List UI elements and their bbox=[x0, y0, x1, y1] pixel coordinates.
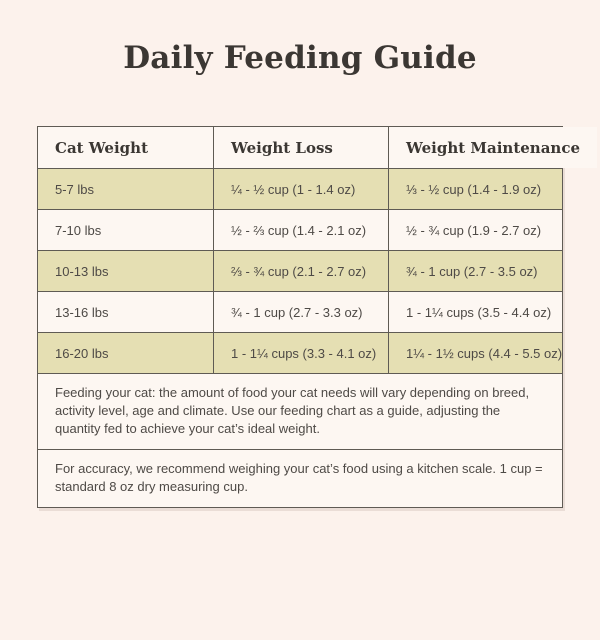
feeding-note: Feeding your cat: the amount of food you… bbox=[38, 374, 562, 450]
page-title: Daily Feeding Guide bbox=[123, 40, 477, 76]
table-row: 5-7 lbs ¼ - ½ cup (1 - 1.4 oz) ⅓ - ½ cup… bbox=[38, 169, 562, 210]
cell-cat-weight: 16-20 lbs bbox=[38, 333, 214, 373]
table-header-row: Cat Weight Weight Loss Weight Maintenanc… bbox=[38, 127, 598, 169]
cell-weight-loss: ⅔ - ¾ cup (2.1 - 2.7 oz) bbox=[214, 251, 389, 291]
cell-cat-weight: 10-13 lbs bbox=[38, 251, 214, 291]
table-row: 10-13 lbs ⅔ - ¾ cup (2.1 - 2.7 oz) ¾ - 1… bbox=[38, 251, 562, 292]
table-row: 13-16 lbs ¾ - 1 cup (2.7 - 3.3 oz) 1 - 1… bbox=[38, 292, 562, 333]
cell-cat-weight: 5-7 lbs bbox=[38, 169, 214, 209]
table-row: 7-10 lbs ½ - ⅔ cup (1.4 - 2.1 oz) ½ - ¾ … bbox=[38, 210, 562, 251]
cell-cat-weight: 13-16 lbs bbox=[38, 292, 214, 332]
cell-weight-maintenance: ½ - ¾ cup (1.9 - 2.7 oz) bbox=[406, 222, 542, 238]
accuracy-note: For accuracy, we recommend weighing your… bbox=[38, 449, 562, 507]
cell-weight-maintenance: ⅓ - ½ cup (1.4 - 1.9 oz) bbox=[406, 181, 542, 197]
cell-weight-loss: ½ - ⅔ cup (1.4 - 2.1 oz) bbox=[214, 210, 389, 250]
cell-weight-maintenance: 1¼ - 1½ cups (4.4 - 5.5 oz) bbox=[406, 345, 563, 361]
cell-cat-weight: 7-10 lbs bbox=[38, 210, 214, 250]
feeding-guide-page: Daily Feeding Guide Cat Weight Weight Lo… bbox=[0, 40, 600, 508]
cell-weight-maintenance: 1 - 1¼ cups (3.5 - 4.4 oz) bbox=[406, 304, 552, 320]
feeding-table: Cat Weight Weight Loss Weight Maintenanc… bbox=[37, 126, 598, 508]
cell-weight-loss: ¾ - 1 cup (2.7 - 3.3 oz) bbox=[214, 292, 389, 332]
cell-weight-loss: ¼ - ½ cup (1 - 1.4 oz) bbox=[214, 169, 389, 209]
column-header-weight-maintenance: Weight Maintenance bbox=[389, 127, 598, 168]
cell-weight-loss: 1 - 1¼ cups (3.3 - 4.1 oz) bbox=[214, 333, 389, 373]
column-header-cat-weight: Cat Weight bbox=[38, 127, 214, 168]
column-header-weight-loss: Weight Loss bbox=[214, 127, 389, 168]
table-row: 16-20 lbs 1 - 1¼ cups (3.3 - 4.1 oz) 1¼ … bbox=[38, 333, 562, 374]
cell-weight-maintenance: ¾ - 1 cup (2.7 - 3.5 oz) bbox=[406, 263, 538, 279]
